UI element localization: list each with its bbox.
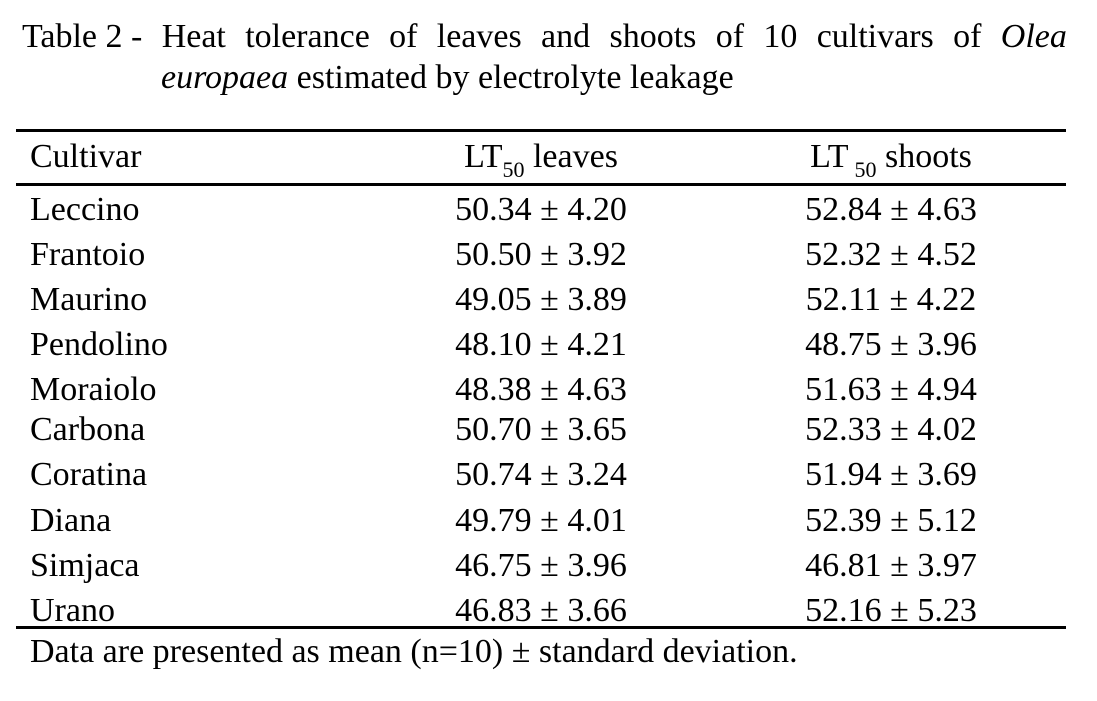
table-top-rule — [16, 129, 1066, 132]
cell-lt50-leaves: 50.34 ± 4.20 — [455, 191, 627, 228]
caption-rest: estimated by electrolyte leakage — [288, 59, 734, 96]
caption-line-1: Table 2 - Heat tolerance of leaves and s… — [22, 16, 1067, 57]
caption-word: Heat — [161, 18, 226, 55]
cell-cultivar: Urano — [30, 592, 115, 629]
caption-species: europaea — [161, 59, 289, 96]
header-leaves-main: LT — [464, 138, 503, 175]
cell-lt50-leaves: 50.70 ± 3.65 — [455, 411, 627, 448]
cell-lt50-shoots: 52.84 ± 4.63 — [805, 191, 977, 228]
cell-lt50-leaves: 50.74 ± 3.24 — [455, 456, 627, 493]
caption-word: cultivars — [816, 18, 934, 55]
caption-word: and — [541, 18, 591, 55]
caption-word: of — [953, 18, 982, 55]
caption-prefix: Table 2 - — [22, 18, 143, 55]
cell-cultivar: Pendolino — [30, 326, 168, 363]
caption-word: of — [715, 18, 745, 55]
caption-word: of — [389, 18, 418, 55]
header-shoots-sub: 50 — [854, 157, 877, 182]
caption-line-2: europaea estimated by electrolyte leakag… — [22, 57, 1067, 98]
cell-lt50-shoots: 52.16 ± 5.23 — [805, 592, 977, 629]
cell-lt50-shoots: 48.75 ± 3.96 — [805, 326, 977, 363]
header-lt50-shoots: LT 50 shoots — [770, 137, 1012, 181]
header-leaves-sub: 50 — [502, 157, 525, 182]
cell-lt50-leaves: 48.38 ± 4.63 — [455, 371, 627, 408]
cell-lt50-leaves: 49.79 ± 4.01 — [455, 502, 627, 539]
cell-lt50-leaves: 49.05 ± 3.89 — [455, 281, 627, 318]
cell-cultivar: Coratina — [30, 456, 148, 493]
cell-cultivar: Maurino — [30, 281, 148, 318]
header-shoots-tail: shoots — [876, 138, 972, 175]
cell-lt50-leaves: 46.83 ± 3.66 — [455, 592, 627, 629]
cell-cultivar: Simjaca — [30, 547, 140, 584]
table-caption: Table 2 - Heat tolerance of leaves and s… — [22, 16, 1067, 98]
cell-cultivar: Moraiolo — [30, 371, 157, 408]
caption-word: 10 — [763, 18, 798, 55]
cell-cultivar: Leccino — [30, 191, 140, 228]
caption-word: tolerance — [245, 18, 370, 55]
cell-lt50-shoots: 52.32 ± 4.52 — [805, 236, 977, 273]
cell-lt50-shoots: 46.81 ± 3.97 — [805, 547, 977, 584]
header-leaves-tail: leaves — [524, 138, 618, 175]
cell-lt50-leaves: 50.50 ± 3.92 — [455, 236, 627, 273]
table-footnote: Data are presented as mean (n=10) ± stan… — [30, 633, 798, 670]
cell-lt50-shoots: 52.39 ± 5.12 — [805, 502, 977, 539]
cell-lt50-shoots: 52.33 ± 4.02 — [805, 411, 977, 448]
table-header-rule — [16, 183, 1066, 186]
cell-cultivar: Carbona — [30, 411, 146, 448]
header-shoots-main: LT — [810, 138, 849, 175]
cell-lt50-shoots: 52.11 ± 4.22 — [805, 281, 977, 318]
table-bottom-rule — [16, 626, 1066, 629]
caption-word: shoots — [609, 18, 697, 55]
cell-cultivar: Frantoio — [30, 236, 146, 273]
cell-lt50-shoots: 51.63 ± 4.94 — [805, 371, 977, 408]
header-cultivar: Cultivar — [30, 138, 142, 175]
cell-lt50-shoots: 51.94 ± 3.69 — [805, 456, 977, 493]
header-lt50-leaves: LT50 leaves — [420, 137, 662, 181]
caption-genus: Olea — [1000, 18, 1067, 55]
cell-cultivar: Diana — [30, 502, 112, 539]
caption-word: leaves — [436, 18, 522, 55]
cell-lt50-leaves: 46.75 ± 3.96 — [455, 547, 627, 584]
cell-lt50-leaves: 48.10 ± 4.21 — [455, 326, 627, 363]
